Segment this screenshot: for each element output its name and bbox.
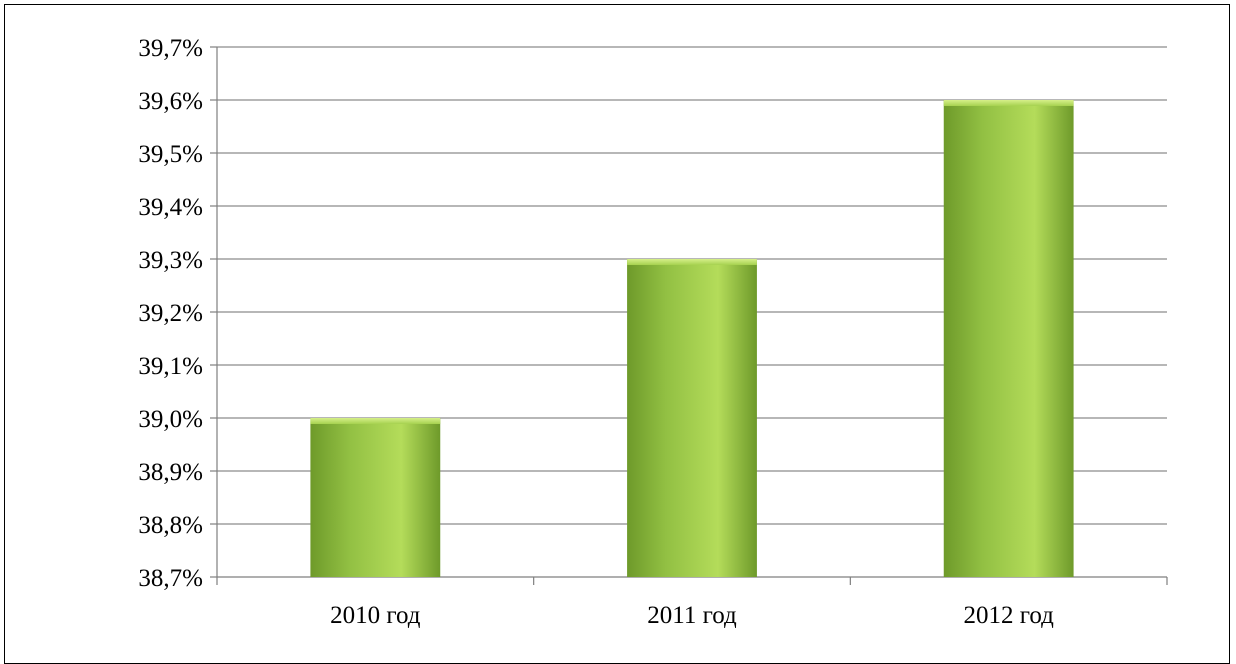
y-tick-label: 39,3% — [138, 247, 203, 274]
y-tick-label: 38,8% — [138, 512, 203, 539]
y-tick-label: 39,0% — [138, 406, 203, 433]
x-category-label: 2011 год — [647, 602, 737, 629]
bar-top-cap — [627, 259, 757, 265]
bar-1 — [310, 418, 441, 577]
y-tick-label: 39,5% — [138, 141, 203, 168]
y-tick-label: 38,9% — [138, 459, 203, 486]
y-tick-label: 38,7% — [138, 565, 203, 592]
bar-chart: 38,7% 38,8% 38,9% 39,0% 39,1% 39,2% 39,3% 39,4%… — [138, 35, 1168, 629]
labels: 38,7% 38,8% 38,9% 39,0% 39,1% 39,2% 39,3% 39,4%… — [138, 35, 1054, 629]
y-tick-label: 39,6% — [138, 88, 203, 115]
x-category-label: 2012 год — [963, 602, 1054, 629]
bars — [310, 100, 1074, 577]
bar-top-cap — [943, 100, 1074, 106]
bar-top-cap — [310, 418, 441, 424]
x-category-label: 2010 год — [330, 602, 421, 629]
bar-3 — [943, 100, 1074, 577]
y-tick-label: 39,7% — [138, 35, 203, 62]
y-tick-label: 39,2% — [138, 300, 203, 327]
y-tick-label: 39,4% — [138, 194, 203, 221]
bar-2 — [627, 259, 757, 577]
y-tick-label: 39,1% — [138, 353, 203, 380]
chart-frame: 38,7% 38,8% 38,9% 39,0% 39,1% 39,2% 39,3% 39,4%… — [4, 4, 1230, 664]
